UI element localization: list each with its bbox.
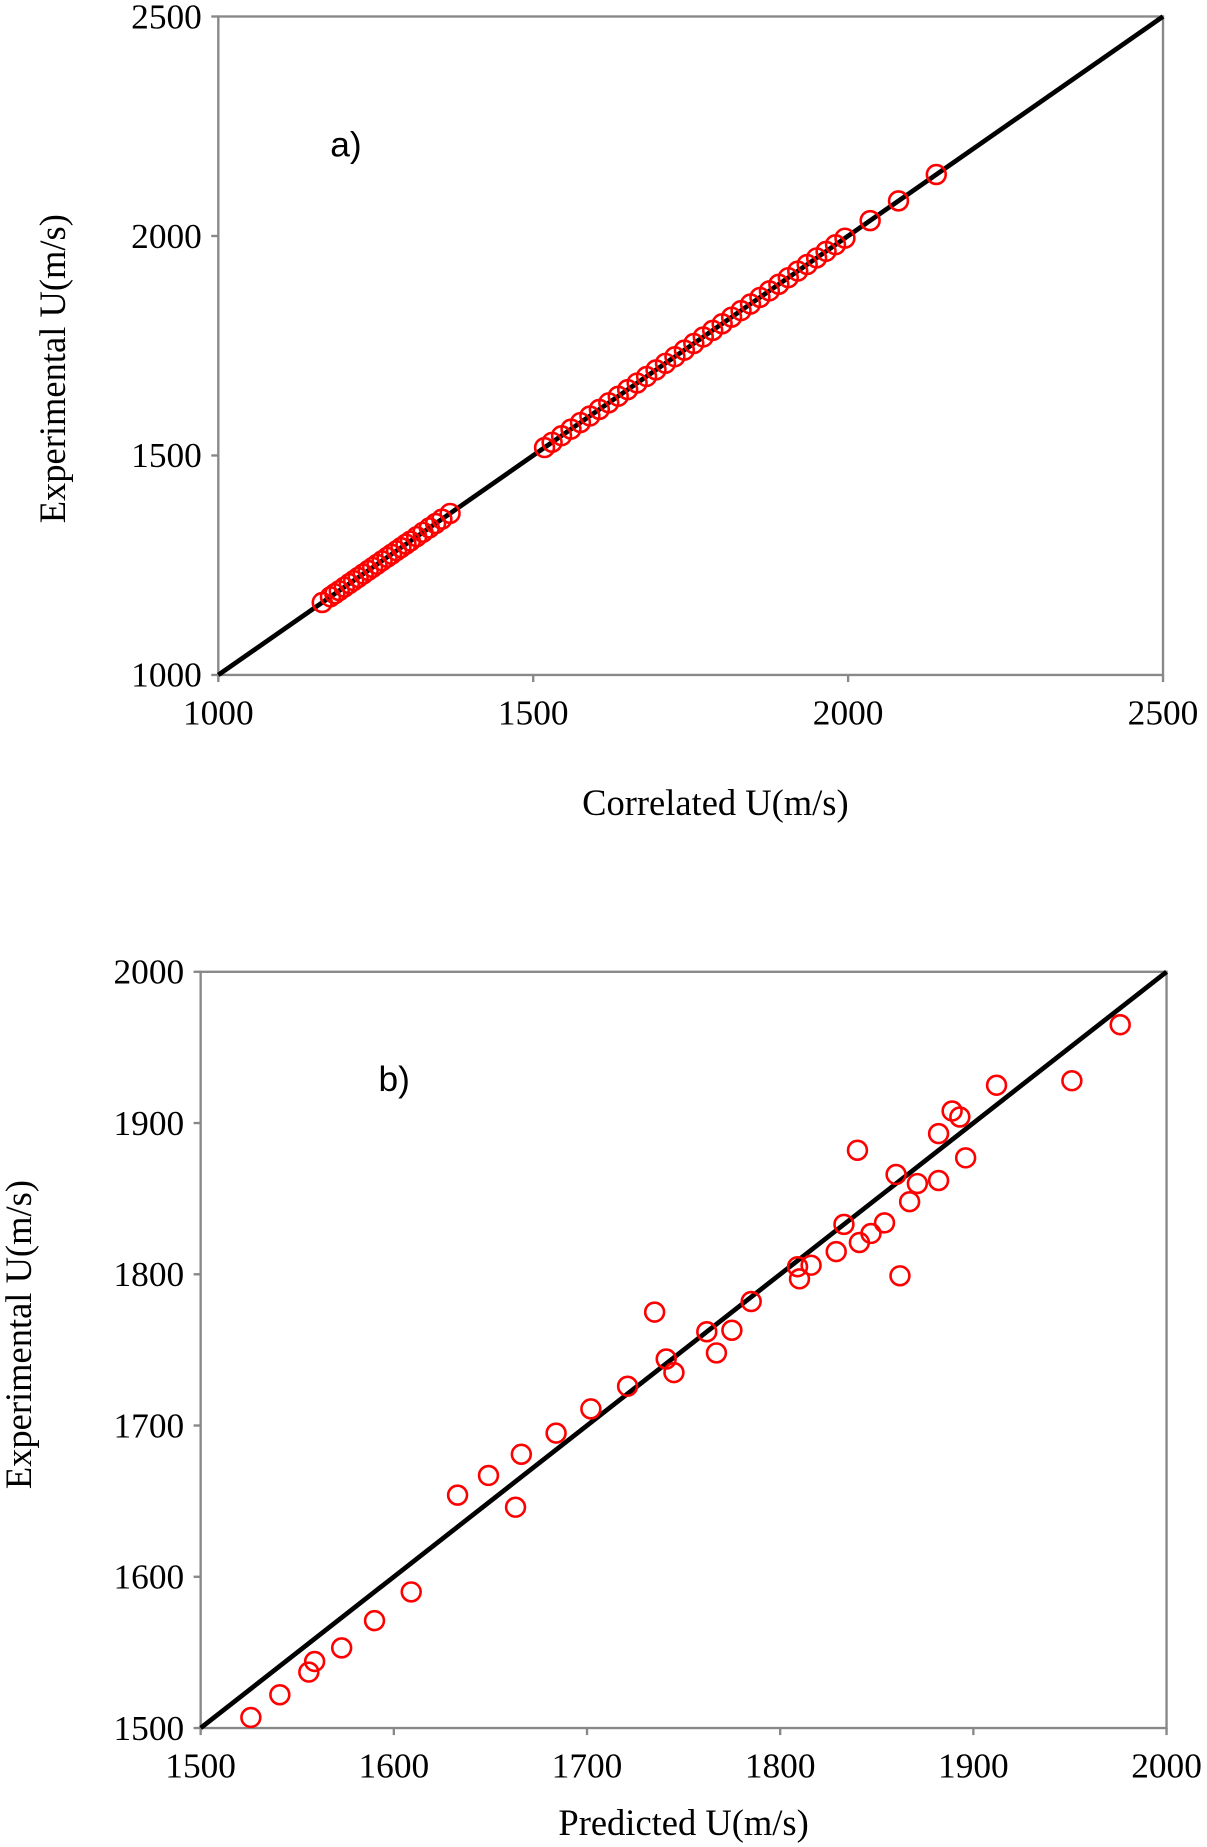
chart-b: b) Predicted U(m/s) Experimental U(m/s) … (0, 953, 1202, 1844)
data-point-b (1109, 1014, 1131, 1036)
data-point-b (825, 1240, 847, 1263)
data-point-b (663, 1361, 685, 1384)
plot-area-b (199, 970, 1168, 1730)
data-point-b (846, 1139, 869, 1161)
x-axis-label-b: Predicted U(m/s) (558, 1802, 808, 1843)
data-point-b (705, 1342, 728, 1364)
data-point-b (643, 1301, 666, 1323)
data-point-a (395, 533, 417, 555)
data-point-b (800, 1254, 822, 1276)
x-tick-label-b: 1800 (745, 1747, 816, 1786)
data-point-b (873, 1212, 896, 1234)
data-point-b (860, 1222, 882, 1245)
data-point-b (400, 1581, 422, 1603)
y-axis-label-a: Experimental U(m/s) (32, 214, 73, 523)
data-point-b (721, 1319, 743, 1341)
data-point-b (616, 1375, 639, 1397)
x-tick-label-a: 1500 (498, 693, 569, 732)
panel-label-a: a) (330, 126, 361, 165)
data-point-b (740, 1290, 762, 1313)
x-tick-label-b: 1700 (552, 1747, 623, 1786)
data-point-b (954, 1147, 977, 1169)
x-tick-label-b: 1600 (358, 1747, 429, 1786)
x-tick-label-b: 1900 (938, 1747, 1009, 1786)
y-tick-label-b: 1900 (113, 1104, 184, 1143)
x-tick-label-a: 1000 (183, 693, 254, 732)
data-point-b (885, 1163, 907, 1186)
data-point-b (545, 1422, 567, 1444)
y-tick-label-a: 1000 (131, 656, 202, 695)
data-point-a (925, 163, 948, 186)
data-point-b (786, 1256, 809, 1278)
data-point-b (949, 1106, 971, 1128)
data-point-b (889, 1265, 911, 1287)
x-tick-label-b: 2000 (1131, 1747, 1202, 1786)
data-point-a (887, 190, 910, 212)
y-tick-label-a: 2000 (131, 217, 202, 256)
y-tick-label-b: 1700 (113, 1406, 184, 1445)
chart-a: a) Correlated U(m/s) Experimental U(m/s)… (32, 0, 1198, 823)
data-point-b (477, 1464, 500, 1487)
plot-area-a (217, 15, 1165, 677)
reference-line-b (199, 969, 1169, 1730)
data-point-a (439, 502, 461, 525)
data-point-a (859, 209, 881, 232)
panel-label-b: b) (379, 1060, 410, 1099)
y-tick-label-b: 1600 (113, 1558, 184, 1597)
data-point-b (906, 1172, 929, 1195)
x-tick-label-b: 1500 (165, 1747, 236, 1786)
x-tick-label-a: 2000 (813, 693, 884, 732)
data-point-b (363, 1609, 386, 1632)
y-tick-label-b: 1500 (113, 1709, 184, 1748)
y-tick-label-a: 1500 (131, 436, 202, 475)
y-tick-label-a: 2500 (131, 0, 202, 36)
data-point-b (510, 1443, 533, 1465)
y-tick-label-b: 2000 (113, 953, 184, 992)
data-point-b (927, 1122, 950, 1145)
data-point-b (1061, 1069, 1083, 1092)
data-point-b (330, 1637, 353, 1659)
data-point-b (927, 1169, 950, 1192)
data-point-b (788, 1268, 811, 1290)
data-point-b (303, 1650, 326, 1673)
data-point-b (985, 1074, 1008, 1096)
data-point-b (269, 1684, 291, 1706)
data-point-b (833, 1213, 855, 1236)
data-point-a (424, 512, 447, 535)
data-point-b (580, 1398, 602, 1420)
data-point-b (898, 1190, 921, 1213)
data-point-b (504, 1496, 527, 1518)
data-point-b (298, 1661, 320, 1683)
y-axis-label-b: Experimental U(m/s) (0, 1180, 39, 1489)
data-point-a (834, 227, 856, 249)
data-point-b (446, 1484, 469, 1506)
x-tick-label-a: 2500 (1128, 693, 1199, 732)
x-axis-label-a: Correlated U(m/s) (582, 782, 849, 823)
y-tick-label-b: 1800 (113, 1255, 184, 1294)
data-point-b (696, 1321, 718, 1343)
data-point-b (240, 1706, 262, 1729)
